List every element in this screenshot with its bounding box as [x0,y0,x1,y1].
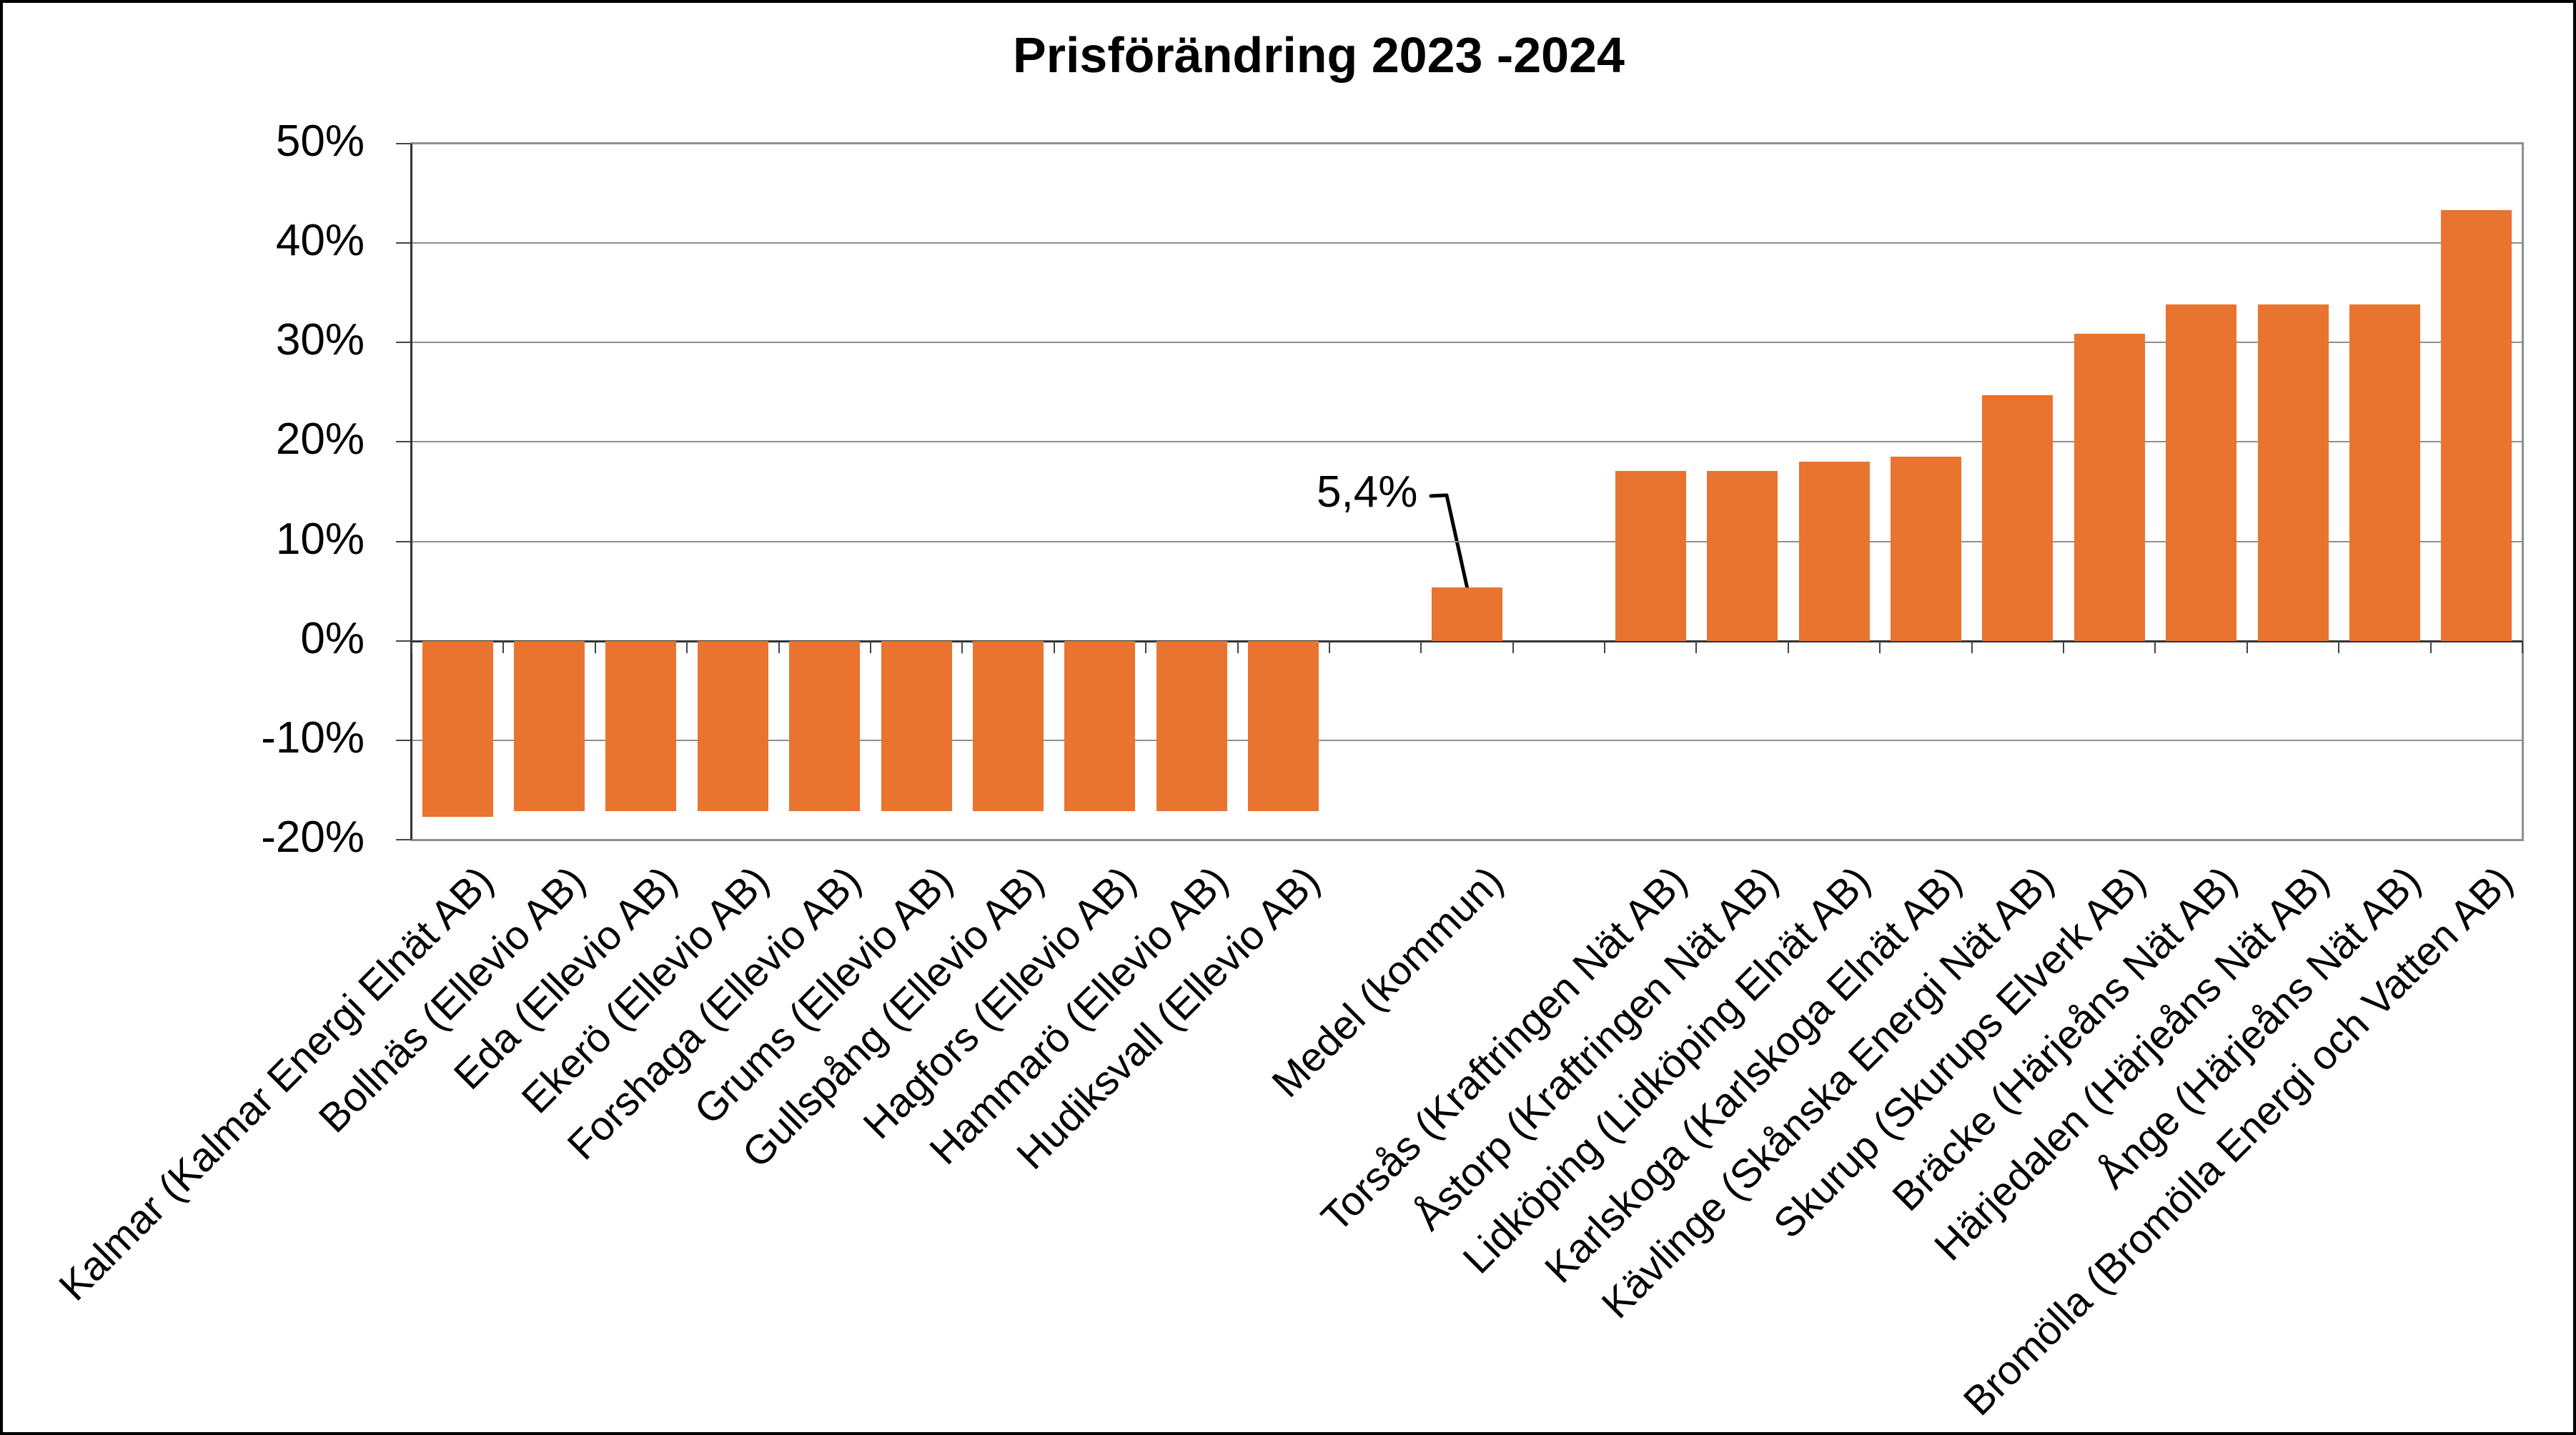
bar [1798,462,1870,641]
x-tick [1420,640,1422,653]
x-tick [686,640,688,653]
y-tick [396,242,410,244]
bar [1707,470,1778,641]
x-tick [2154,640,2156,653]
chart-title: Prisförändring 2023 -2024 [1013,27,1625,83]
gridline [412,739,2522,741]
bar [2166,304,2237,641]
x-category-label: Kalmar (Kalmar Energi Elnät AB) [50,858,502,1310]
bar [2074,333,2145,641]
x-tick [1053,640,1055,653]
bar [1064,640,1136,811]
bar [2349,304,2420,641]
x-tick [1237,640,1239,653]
gridline [412,242,2522,244]
x-axis-line [412,640,2522,642]
y-tick [396,540,410,542]
bar [514,640,585,811]
bar [2257,304,2329,641]
y-tick-label: 10% [275,514,365,564]
bar [422,640,493,817]
x-tick [869,640,871,653]
bar [789,640,861,811]
y-tick-label: -20% [261,813,365,862]
bar [1248,640,1319,811]
y-tick-label: 40% [275,216,365,266]
x-tick [2246,640,2248,653]
x-tick [502,640,505,653]
x-tick [1879,640,1881,653]
bar [1890,457,1961,641]
y-tick-label: -10% [261,712,365,763]
x-tick [1604,640,1606,653]
y-tick [396,640,410,642]
bar [605,640,677,811]
bar [1432,587,1502,641]
x-tick [1145,640,1147,653]
x-tick [2063,640,2065,653]
data-label-annotation: 5,4% [1317,467,1418,517]
x-tick [2429,640,2432,653]
y-tick-label: 30% [275,315,365,365]
gridline [412,342,2522,344]
x-tick [2338,640,2340,653]
bar [2441,210,2512,641]
y-tick-label: 0% [300,613,365,663]
bar [1615,470,1686,641]
x-tick [1512,640,1514,653]
bar [697,640,768,811]
y-tick [396,143,410,144]
y-tick [396,342,410,344]
x-tick [2522,640,2523,653]
x-tick [594,640,596,653]
x-tick [1328,640,1330,653]
bar [973,640,1044,811]
bar [1982,395,2054,641]
y-tick-label: 50% [275,116,365,166]
gridline [412,441,2522,443]
bar [881,640,952,811]
x-tick [411,640,412,653]
x-tick [778,640,780,653]
bar [1156,640,1227,811]
y-tick [396,839,410,840]
y-axis-line [410,144,412,840]
y-tick [396,441,410,443]
gridline [412,540,2522,542]
x-tick [1695,640,1698,653]
x-tick [1971,640,1973,653]
x-tick [961,640,963,653]
y-tick-label: 20% [275,414,365,465]
y-tick [396,739,410,741]
x-tick [1787,640,1789,653]
